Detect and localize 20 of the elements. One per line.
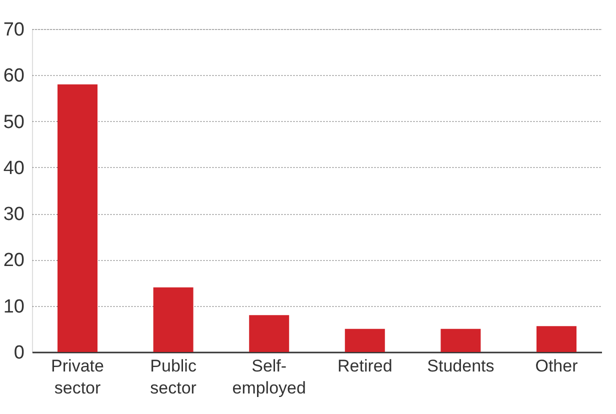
y-tick-label: 40 [3, 158, 24, 179]
y-tick-label: 10 [3, 296, 24, 318]
bar [58, 84, 98, 352]
y-tick-label: 20 [3, 250, 24, 272]
y-tick-label: 0 [14, 342, 24, 364]
bar [249, 315, 290, 352]
x-tick-label: Public sector [150, 356, 197, 398]
x-tick-label: Self-employed [232, 356, 306, 398]
y-tick-label: 70 [3, 20, 24, 40]
x-tick-label: Retired [337, 356, 392, 376]
bar [440, 328, 481, 352]
y-tick-label: 50 [3, 112, 24, 133]
y-tick-label: 60 [3, 66, 24, 87]
x-tick-label: Private sector [51, 356, 104, 398]
bar [536, 326, 576, 352]
x-tick-label: Other [535, 356, 578, 376]
bar [153, 287, 194, 352]
bar [344, 328, 385, 352]
y-tick-label: 30 [3, 204, 24, 226]
x-tick-label: Students [427, 356, 494, 376]
